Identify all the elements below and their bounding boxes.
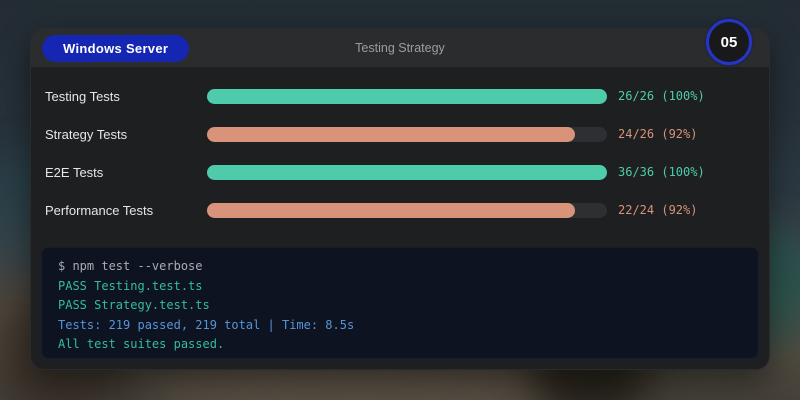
terminal-output: $ npm test --verbose PASS Testing.test.ts… bbox=[41, 247, 759, 359]
terminal-line: PASS Strategy.test.ts bbox=[58, 298, 210, 313]
progress-fill bbox=[207, 126, 575, 142]
test-label: E2E Tests bbox=[45, 164, 104, 180]
test-value: 36/36 (100%) bbox=[618, 165, 705, 179]
test-report-card: Windows Server Testing Strategy 05 Testi… bbox=[30, 19, 770, 370]
progress-track bbox=[207, 88, 607, 104]
progress-track bbox=[207, 164, 607, 180]
test-label: Strategy Tests bbox=[45, 126, 128, 142]
test-value: 22/24 (92%) bbox=[618, 203, 698, 217]
test-value: 24/26 (92%) bbox=[618, 127, 698, 141]
test-row: E2E Tests 36/36 (100%) bbox=[31, 153, 769, 191]
terminal-line: Tests: 219 passed, 219 total | Time: 8.5… bbox=[58, 317, 355, 332]
test-rows: Testing Tests 26/26 (100%) Strategy Tests 2… bbox=[31, 67, 769, 229]
progress-fill bbox=[207, 88, 607, 104]
progress-track bbox=[207, 126, 607, 142]
progress-track bbox=[207, 202, 607, 218]
test-row: Strategy Tests 24/26 (92%) bbox=[31, 115, 769, 153]
card-header: Windows Server Testing Strategy 05 bbox=[31, 19, 769, 67]
test-value: 26/26 (100%) bbox=[618, 89, 705, 103]
test-label: Testing Tests bbox=[45, 88, 120, 104]
test-row: Testing Tests 26/26 (100%) bbox=[31, 77, 769, 115]
progress-fill bbox=[207, 202, 575, 218]
progress-fill bbox=[207, 164, 607, 180]
terminal-line: PASS Testing.test.ts bbox=[58, 278, 203, 293]
slide-number-badge: 05 bbox=[706, 19, 752, 65]
test-row: Performance Tests 22/24 (92%) bbox=[31, 191, 769, 229]
terminal-line: All test suites passed. bbox=[58, 337, 225, 352]
test-label: Performance Tests bbox=[45, 202, 154, 218]
terminal-line: $ npm test --verbose bbox=[58, 259, 203, 273]
windows-server-badge[interactable]: Windows Server bbox=[42, 34, 190, 62]
